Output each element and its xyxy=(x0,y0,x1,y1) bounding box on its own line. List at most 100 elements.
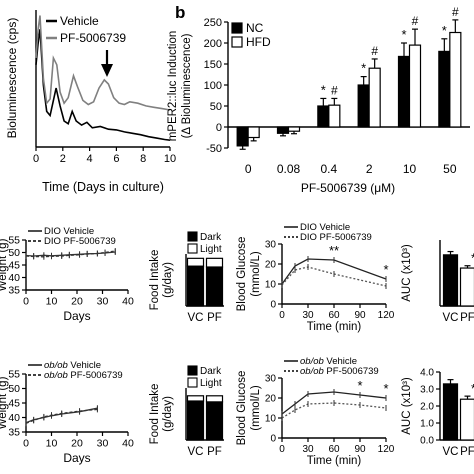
dio_glucose-chart: 0 30 60 90 120 0 10 20 30 Blood Glucose (mmol/L) Ti… xyxy=(236,222,395,333)
mper2-bar xyxy=(276,126,290,134)
mper2-legend-label: NC xyxy=(246,21,264,35)
circadian-x-tick-label: 8 xyxy=(140,153,146,165)
dio_glucose-legend-label: DIO Vehicle xyxy=(300,222,350,233)
mper2-significance-nc: * xyxy=(321,82,326,97)
obob_weight-legend-label: ob/ob PF-5006739 xyxy=(44,370,123,381)
obob_glucose-xlabel: Time (min) xyxy=(307,455,362,467)
obob_glucose-ylabel-line1: Blood Glucose xyxy=(236,371,248,446)
circadian-x-tick-label: 10 xyxy=(164,153,176,165)
obob_weight-y-tick-label: 35 xyxy=(8,427,20,439)
mper2-bar xyxy=(449,31,462,128)
mper2-bar xyxy=(357,84,370,128)
obob_auc-y-tick-label: 2.0 xyxy=(420,402,434,413)
obob_glucose-x-tick-label: 30 xyxy=(302,444,314,455)
dio_glucose-significance: * xyxy=(383,262,388,277)
obob_glucose-ylabel-line2: (mmol/L) xyxy=(250,385,262,431)
mper2-significance-hfd: # xyxy=(452,5,459,19)
obob_food-ylabel-line1: Food Intake xyxy=(149,384,161,445)
dio_food-bar-segment xyxy=(205,257,224,268)
dio_food-legend-swatch xyxy=(187,243,198,254)
mper2-bar xyxy=(368,67,381,128)
dio_food-legend-label: Dark xyxy=(200,232,222,243)
obob_glucose-chart: 0 30 60 90 120 0 10 20 30 Blood Glucose (mmol/L) Ti… xyxy=(236,356,395,467)
panel-b-letter: b xyxy=(175,3,185,22)
dio_weight-x-tick-label: 20 xyxy=(71,296,83,308)
circadian-chart: 0 2 4 6 8 10 Bioluminescence (cps) Time (Days i… xyxy=(5,10,176,194)
mper2-y-tick-label: 0 xyxy=(216,122,222,134)
mper2-y-tick-label: 50 xyxy=(210,101,222,113)
mper2-legend-swatch xyxy=(231,36,243,48)
mper2-bar xyxy=(236,126,249,147)
obob_auc-category-label: VC xyxy=(443,446,459,458)
dio_glucose-y-tick-label: 0 xyxy=(270,300,276,311)
obob_weight-xlabel: Days xyxy=(63,451,90,465)
mper2-significance-nc: * xyxy=(442,23,447,38)
obob_weight-legend-label-italic: ob/ob xyxy=(44,370,68,381)
obob_glucose-y-tick-label: 0 xyxy=(270,434,276,445)
obob_glucose-legend-label: ob/ob PF-5006739 xyxy=(300,366,379,377)
obob_weight-y-tick-label: 40 xyxy=(8,412,20,424)
obob_auc-y-tick-label: 1.0 xyxy=(420,419,434,430)
mper2-legend-label: HFD xyxy=(246,35,271,49)
dio_glucose-ylabel-line2: (mmol/L) xyxy=(250,251,262,297)
obob_food-bar-segment xyxy=(205,395,224,403)
mper2-category-label: 0.4 xyxy=(320,162,337,176)
obob_food-category-label: PF xyxy=(207,446,222,458)
mper2-category-label: 0 xyxy=(245,162,252,176)
mper2-bar xyxy=(397,55,411,128)
obob_auc-y-tick-label: 4.0 xyxy=(420,368,434,379)
circadian-x-tick-label: 6 xyxy=(113,153,119,165)
dio_food-bar-segment xyxy=(186,265,205,307)
dio_glucose-x-tick-label: 90 xyxy=(354,310,366,321)
obob_auc-bar xyxy=(442,383,459,441)
dio_weight-x-tick-label: 30 xyxy=(97,296,109,308)
mper2-ylabel-line2: (Δ Bioluminescence) xyxy=(181,33,193,138)
obob_glucose-x-tick-label: 120 xyxy=(378,444,395,455)
obob_weight-y-tick-label: 55 xyxy=(8,369,20,381)
obob_weight-y-tick-label: 50 xyxy=(8,383,20,395)
dio_weight-y-tick-label: 45 xyxy=(8,260,20,272)
circadian-x-tick-label: 0 xyxy=(33,153,39,165)
dio_auc-bar xyxy=(459,267,474,307)
obob_glucose-y-tick-label: 10 xyxy=(265,414,277,425)
obob_auc-category-label: PF xyxy=(460,446,474,458)
dio_glucose-y-tick-label: 30 xyxy=(265,240,277,251)
dio_glucose-ylabel-line1: Blood Glucose xyxy=(236,237,248,312)
dio_auc-ylabel: AUC (x10³) xyxy=(401,244,413,302)
mper2-category-label: 10 xyxy=(403,162,417,176)
dio_weight-x-tick-label: 40 xyxy=(122,296,134,308)
obob_glucose-series-line xyxy=(281,391,387,415)
mper2-category-label: 0.08 xyxy=(277,162,301,176)
dio_weight-x-tick-label: 0 xyxy=(23,296,29,308)
mper2-bar xyxy=(438,50,451,128)
obob_weight-ylabel: Weight (g) xyxy=(0,376,9,429)
peak-arrow-head xyxy=(101,64,113,77)
obob_glucose-legend-label-italic: ob/ob xyxy=(300,356,324,367)
dio_auc-significance: * xyxy=(471,251,474,266)
obob_weight-legend-label-italic: ob/ob xyxy=(44,360,68,371)
obob_glucose-significance: * xyxy=(383,381,388,396)
mper2-bar xyxy=(317,105,330,128)
mper2-xlabel: PF-5006739 (μM) xyxy=(301,181,395,195)
obob_food-bar-segment xyxy=(186,395,205,402)
dio_glucose-y-tick-label: 10 xyxy=(265,280,277,291)
mper2-bar xyxy=(408,44,422,128)
mper2-y-tick-label: 250 xyxy=(204,17,222,29)
obob_auc-y-tick-label: 0.0 xyxy=(420,436,434,447)
obob_weight-legend-label: ob/ob Vehicle xyxy=(44,360,101,371)
obob_food-bar-segment xyxy=(205,401,224,441)
obob_food-ylabel-line2: (g/day) xyxy=(162,396,174,432)
circadian-x-tick-label: 4 xyxy=(87,153,93,165)
mper2-y-tick-label: -50 xyxy=(206,143,222,155)
dio_weight-y-tick-label: 50 xyxy=(8,247,20,259)
obob_glucose-x-tick-label: 90 xyxy=(354,444,366,455)
obob_glucose-x-tick-label: 60 xyxy=(328,444,340,455)
dio_auc-category-label: VC xyxy=(443,312,459,324)
obob_auc-significance: * xyxy=(471,381,474,396)
mper2-significance-hfd: # xyxy=(331,83,338,97)
dio_glucose-x-tick-label: 120 xyxy=(378,310,395,321)
dio_weight-y-tick-label: 40 xyxy=(8,272,20,284)
